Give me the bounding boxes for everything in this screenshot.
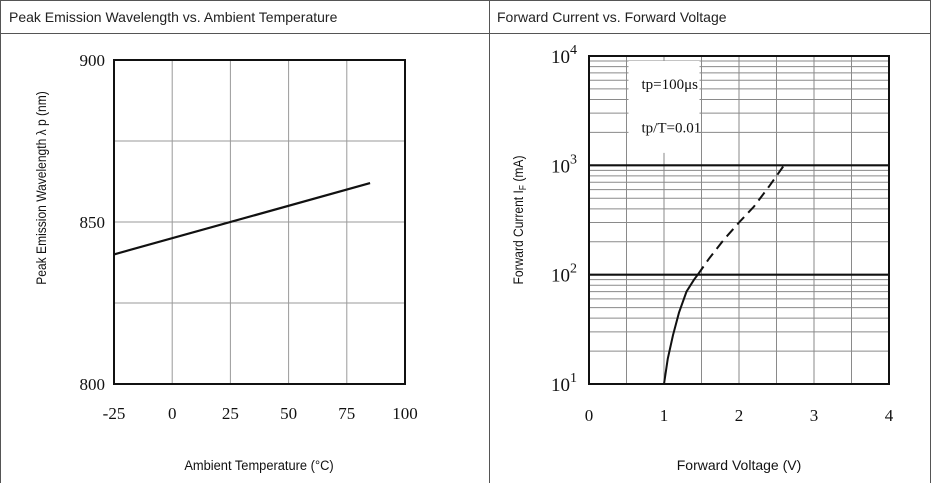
right-x-axis-label: Forward Voltage (V): [677, 457, 802, 473]
annotation-duty-cycle: tp/T=0.01: [642, 120, 702, 136]
annotation-box: [628, 61, 700, 153]
left-y-tick-label: 800: [80, 375, 106, 394]
right-plot-frame: [588, 55, 890, 385]
annotation-pulse-width: tp=100μs: [642, 77, 699, 93]
right-series-group: [663, 164, 785, 385]
right-y-tick-label: 102: [551, 262, 577, 287]
right-chart-panel: Forward Current vs. Forward Voltage 0 1 2 3…: [489, 0, 931, 483]
right-grid: [589, 56, 889, 384]
iv-curve-dashed: [696, 164, 785, 276]
right-x-tick-label: 3: [810, 406, 819, 425]
left-x-tick-label: -25: [103, 404, 126, 423]
y-label-main: Forward Current I: [510, 190, 526, 284]
right-y-tick-label: 101: [551, 371, 577, 396]
left-x-tick-label: 50: [280, 404, 297, 423]
right-chart-title: Forward Current vs. Forward Voltage: [489, 0, 930, 34]
left-y-axis-label: Peak Emission Wavelength λ p (nm): [33, 91, 49, 284]
right-x-tick-label: 1: [660, 406, 669, 425]
y-label-sub: F: [517, 185, 528, 191]
left-x-tick-label: 0: [168, 404, 177, 423]
right-x-tick-label: 2: [735, 406, 744, 425]
left-chart-panel: Peak Emission Wavelength vs. Ambient Tem…: [0, 0, 490, 483]
y-label-unit: (mA): [510, 156, 526, 185]
left-grid: [114, 60, 405, 384]
left-x-axis-label: Ambient Temperature (°C): [184, 458, 333, 474]
left-x-tick-label: 25: [222, 404, 239, 423]
right-x-tick-label: 4: [885, 406, 894, 425]
right-x-tick-label: 0: [585, 406, 594, 425]
right-y-tick-label: 103: [551, 152, 577, 177]
left-chart-title: Peak Emission Wavelength vs. Ambient Tem…: [1, 0, 489, 34]
left-y-tick-label: 900: [80, 51, 106, 70]
right-y-axis-label: Forward Current IF (mA): [510, 156, 528, 285]
left-y-tick-label: 850: [80, 213, 106, 232]
wavelength-series-line: [113, 182, 371, 256]
iv-curve-solid: [663, 274, 699, 385]
forward-current-chart: 0 1 2 3 4 101 102 103 104 tp=100μs tp/T=0.01 Fo…: [510, 43, 894, 473]
left-series-group: [113, 182, 371, 256]
left-plot-frame: [113, 59, 406, 385]
left-x-tick-label: 75: [338, 404, 355, 423]
right-y-tick-label: 104: [551, 43, 577, 68]
left-x-tick-label: 100: [392, 404, 418, 423]
wavelength-chart: -25 0 25 50 75 100 800 850 900 Ambient Temperat…: [33, 51, 418, 474]
